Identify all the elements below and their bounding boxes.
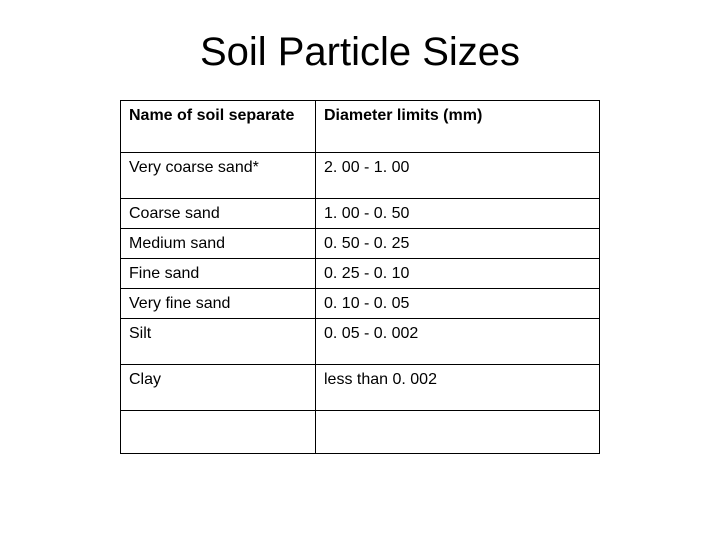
cell-name	[121, 411, 316, 453]
col-header-diameter: Diameter limits (mm)	[316, 101, 599, 153]
cell-name: Very coarse sand*	[121, 153, 316, 198]
table-header-row: Name of soil separate Diameter limits (m…	[121, 101, 599, 153]
cell-name: Clay	[121, 365, 316, 410]
cell-value: 1. 00 - 0. 50	[316, 199, 599, 228]
cell-value: less than 0. 002	[316, 365, 599, 410]
col-header-name: Name of soil separate	[121, 101, 316, 153]
page: Soil Particle Sizes Name of soil separat…	[0, 0, 720, 540]
table-row: Medium sand 0. 50 - 0. 25	[121, 229, 599, 259]
table-row: Very coarse sand* 2. 00 - 1. 00	[121, 153, 599, 199]
table-row: Fine sand 0. 25 - 0. 10	[121, 259, 599, 289]
cell-name: Very fine sand	[121, 289, 316, 318]
cell-value: 0. 50 - 0. 25	[316, 229, 599, 258]
table-row: Coarse sand 1. 00 - 0. 50	[121, 199, 599, 229]
table-row-empty	[121, 411, 599, 453]
page-title: Soil Particle Sizes	[0, 30, 720, 75]
cell-name: Silt	[121, 319, 316, 364]
cell-name: Coarse sand	[121, 199, 316, 228]
cell-value: 0. 05 - 0. 002	[316, 319, 599, 364]
cell-value: 2. 00 - 1. 00	[316, 153, 599, 198]
cell-name: Medium sand	[121, 229, 316, 258]
table-row: Clay less than 0. 002	[121, 365, 599, 411]
cell-value: 0. 25 - 0. 10	[316, 259, 599, 288]
soil-particle-table: Name of soil separate Diameter limits (m…	[120, 100, 600, 454]
cell-value: 0. 10 - 0. 05	[316, 289, 599, 318]
table-row: Very fine sand 0. 10 - 0. 05	[121, 289, 599, 319]
cell-value	[316, 411, 599, 453]
cell-name: Fine sand	[121, 259, 316, 288]
table-row: Silt 0. 05 - 0. 002	[121, 319, 599, 365]
